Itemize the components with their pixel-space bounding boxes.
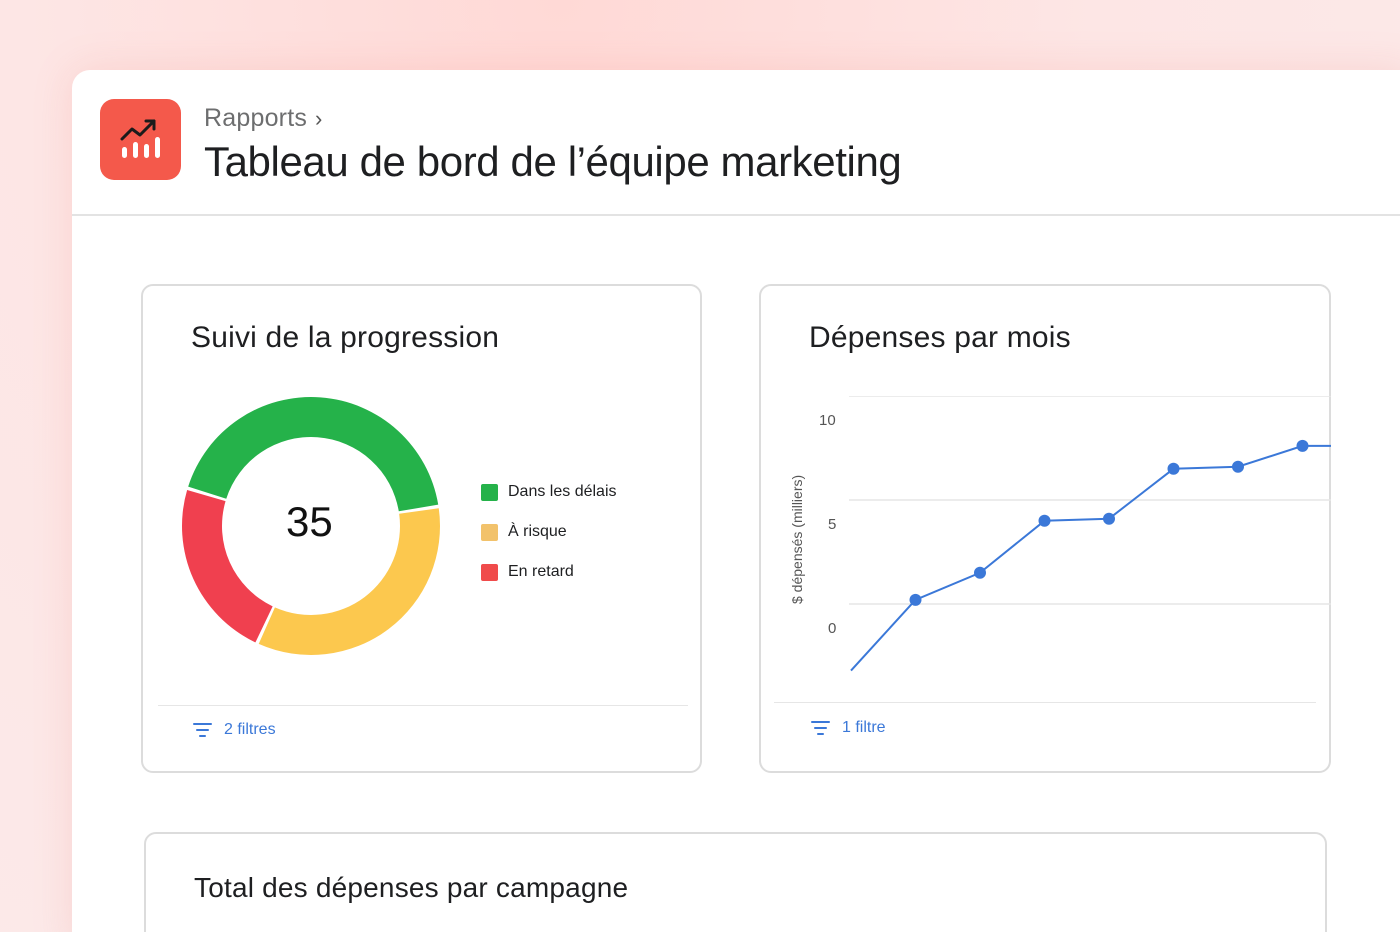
y-tick-label: 0 (828, 620, 837, 637)
dashboard-window: Rapports › Tableau de bord de l’équipe ma… (72, 70, 1400, 932)
spend-line-chart (849, 396, 1331, 672)
filter-icon (193, 723, 212, 737)
legend-swatch-on-time (481, 483, 498, 501)
progress-donut-chart (182, 396, 440, 655)
progress-card[interactable]: Suivi de la progression 35 Dans les déla… (141, 284, 702, 773)
progress-filters-button[interactable]: 2 filtres (193, 721, 276, 739)
donut-slice-3 (182, 490, 273, 643)
spend-data-point[interactable] (1232, 460, 1244, 473)
spend-card-title: Dépenses par mois (809, 321, 1071, 354)
legend-item-at-risk: À risque (481, 512, 617, 552)
progress-filters-label[interactable]: 2 filtres (224, 721, 276, 738)
chevron-right-icon: › (315, 106, 323, 131)
legend-swatch-at-risk (481, 523, 498, 541)
page-title: Tableau de bord de l’équipe marketing (204, 138, 902, 185)
spend-data-point[interactable] (1038, 514, 1051, 527)
spend-data-point[interactable] (1103, 512, 1115, 525)
breadcrumb[interactable]: Rapports › (204, 104, 323, 133)
page-header: Rapports › Tableau de bord de l’équipe ma… (72, 70, 1400, 216)
y-tick-label: 10 (819, 412, 836, 429)
spend-card[interactable]: Dépenses par mois $ dépensés (milliers) … (759, 284, 1331, 773)
card-divider (158, 705, 688, 706)
legend-swatch-late (481, 563, 498, 581)
breadcrumb-reports-link[interactable]: Rapports (204, 104, 308, 132)
legend-label-at-risk: À risque (508, 523, 567, 540)
spend-series-line (850, 444, 1331, 672)
campaign-card[interactable]: Total des dépenses par campagne (144, 832, 1327, 932)
progress-card-title: Suivi de la progression (191, 321, 500, 354)
y-tick-label: 5 (828, 516, 837, 533)
spend-data-point[interactable] (1167, 462, 1180, 475)
spend-filters-label[interactable]: 1 filtre (842, 719, 886, 736)
legend-item-late: En retard (481, 552, 617, 592)
donut-center-total: 35 (286, 498, 333, 545)
filter-icon (811, 721, 830, 735)
report-chart-icon (100, 99, 181, 180)
campaign-card-title: Total des dépenses par campagne (194, 872, 629, 903)
spend-data-point[interactable] (974, 566, 986, 579)
legend-label-on-time: Dans les délais (508, 483, 617, 500)
donut-slice-1 (188, 396, 439, 512)
donut-slice-2 (258, 508, 440, 655)
spend-y-axis-label: $ dépensés (milliers) (789, 474, 805, 604)
spend-data-point[interactable] (1296, 439, 1309, 452)
card-divider (774, 702, 1316, 703)
legend-label-late: En retard (508, 563, 574, 580)
spend-filters-button[interactable]: 1 filtre (811, 719, 886, 737)
progress-legend: Dans les délais À risque En retard (481, 472, 617, 592)
legend-item-on-time: Dans les délais (481, 472, 617, 512)
spend-data-point[interactable] (909, 593, 922, 606)
